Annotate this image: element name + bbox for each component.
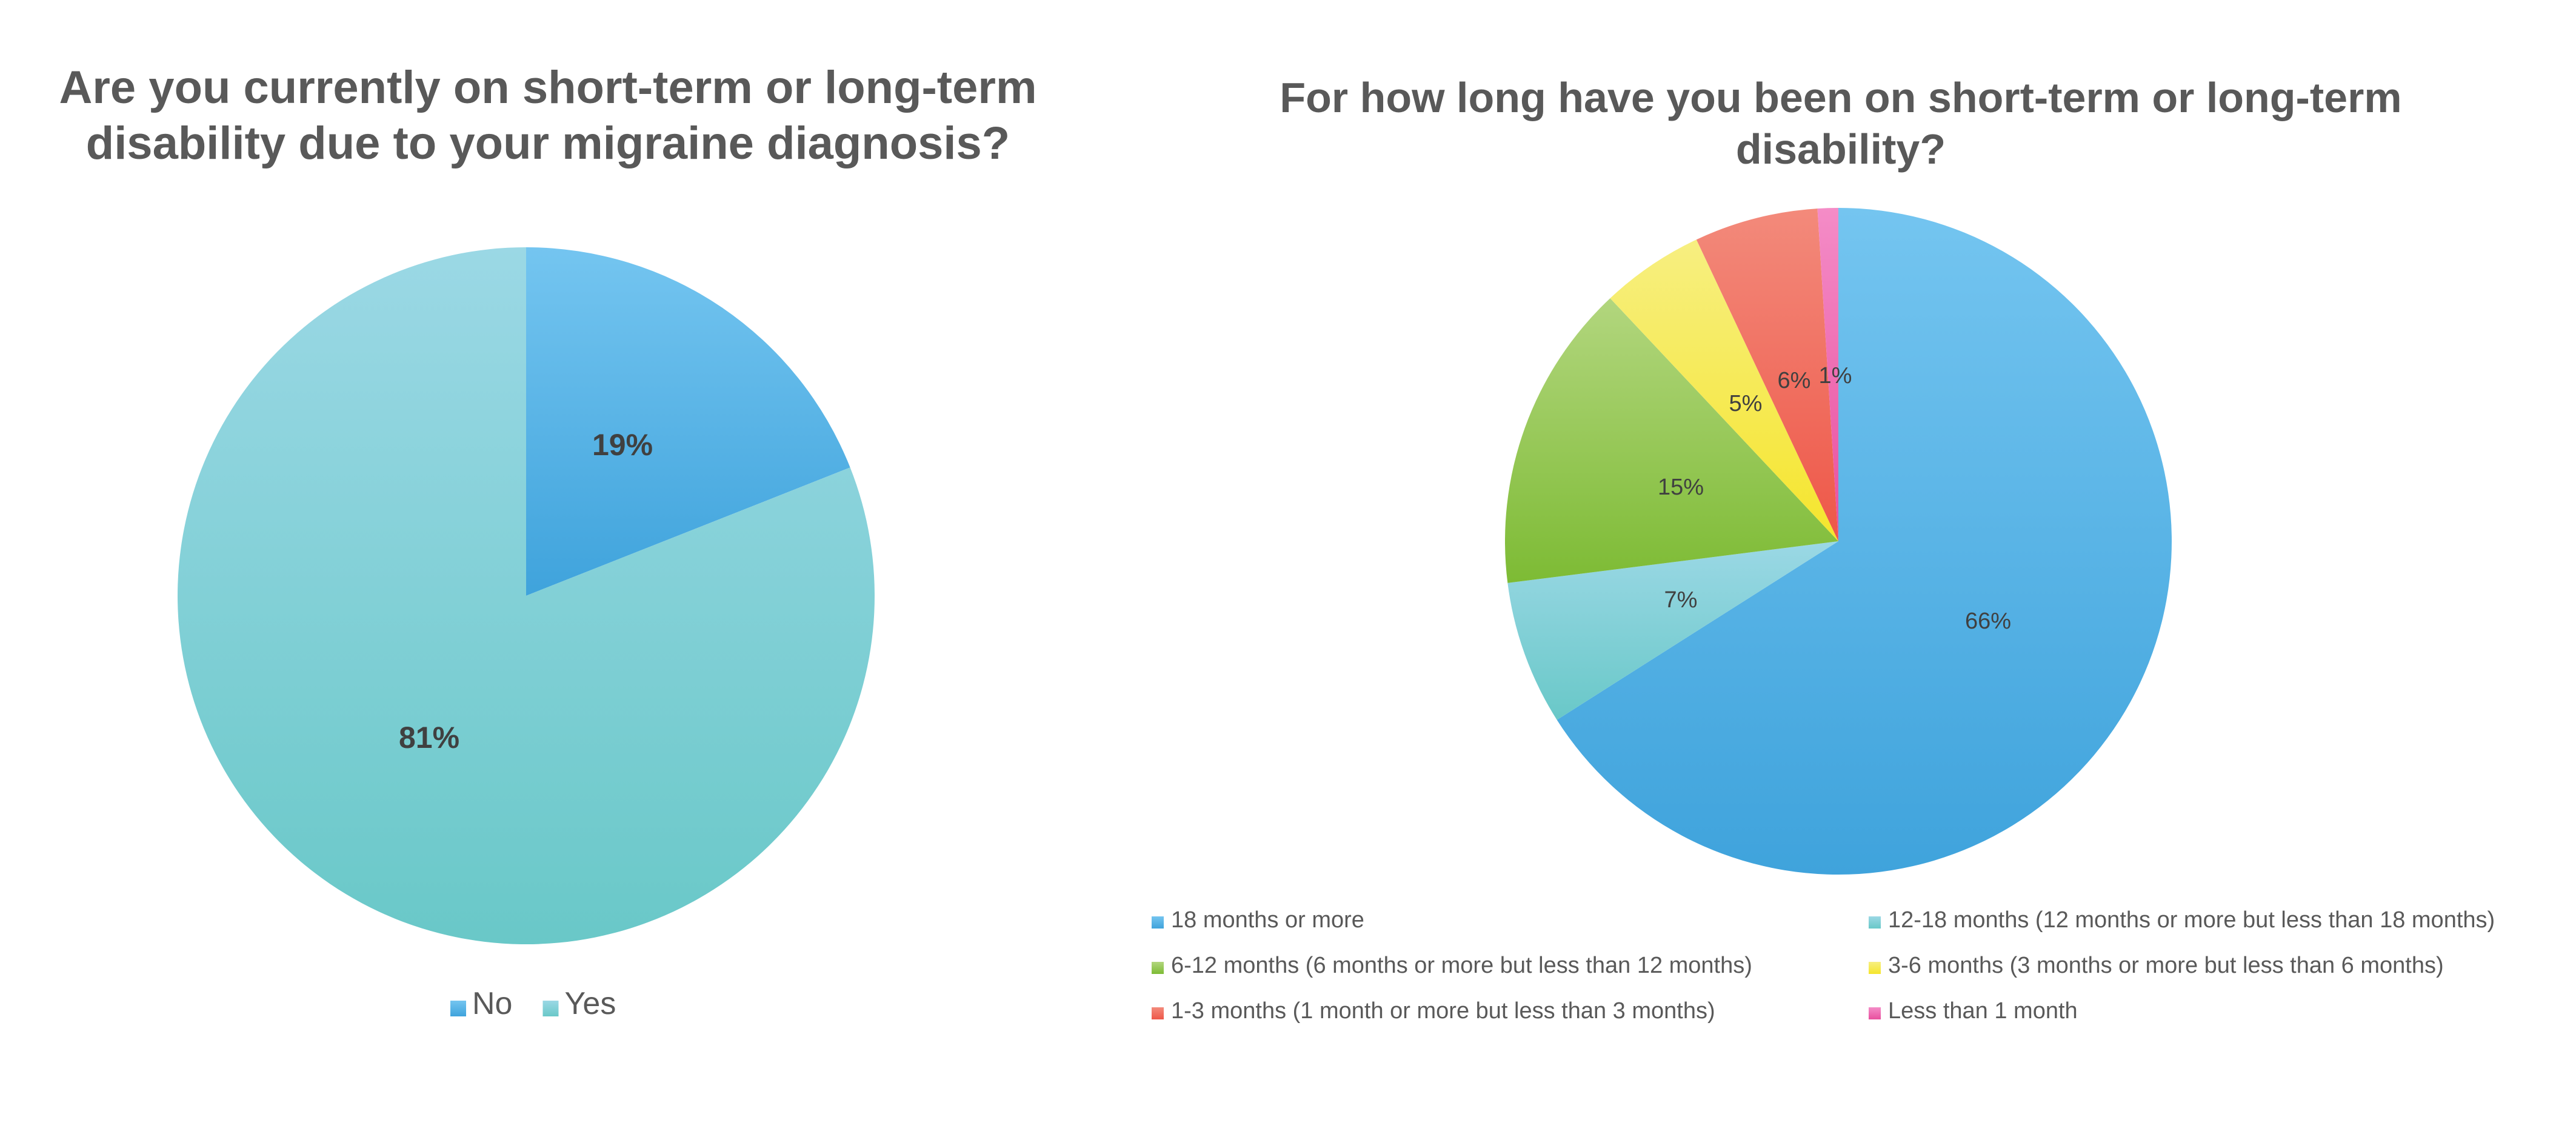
pie-chart-1: Are you currently on short-term or long-… <box>59 62 1036 1021</box>
legend-swatch-12-18-months-12-months-or-more-but-less-than-18-months <box>1869 916 1881 929</box>
pie-slice-no <box>526 247 850 596</box>
chart-1-legend: No Yes <box>450 986 616 1021</box>
chart-2-title-line: For how long have you been on short-term… <box>1280 74 2401 121</box>
data-label-18-months-or-more: 66% <box>1965 609 2011 634</box>
pie-slice-6-12-months-6-months-or-more-but-less-than-12-months <box>1505 298 1838 583</box>
legend-swatch-yes <box>542 1001 559 1016</box>
legend-swatch-no <box>450 1001 466 1016</box>
legend-label-3-6-months-3-months-or-more-but-less-than-6-months: 3-6 months (3 months or more but less th… <box>1888 953 2444 978</box>
legend-swatch-3-6-months-3-months-or-more-but-less-than-6-months <box>1869 962 1881 974</box>
data-label-less-than-1-month: 1% <box>1819 363 1852 388</box>
legend-swatch-1-3-months-1-month-or-more-but-less-than-3-months <box>1152 1007 1164 1019</box>
legend-label-no: No <box>472 986 512 1021</box>
legend-label-6-12-months-6-months-or-more-but-less-than-12-months: 6-12 months (6 months or more but less t… <box>1171 953 1752 978</box>
chart-1-title-line: Are you currently on short-term or long-… <box>59 62 1036 113</box>
legend-label-18-months-or-more: 18 months or more <box>1171 907 1364 933</box>
legend-label-yes: Yes <box>564 986 616 1021</box>
legend-swatch-less-than-1-month <box>1869 1007 1881 1019</box>
pie-slice-12-18-months-12-months-or-more-but-less-than-18-months <box>1507 541 1838 720</box>
chart-1-title-line: disability due to your migraine diagnosi… <box>86 118 1010 169</box>
legend-swatch-18-months-or-more <box>1152 916 1164 929</box>
chart-2-legend: 18 months or more 12-18 months (12 months… <box>1152 907 2495 1024</box>
legend-swatch-6-12-months-6-months-or-more-but-less-than-12-months <box>1152 962 1164 974</box>
pie-slice-less-than-1-month <box>1817 208 1838 541</box>
chart-2-title-line: disability? <box>1736 125 1946 173</box>
pie-slice-18-months-or-more <box>1557 208 2172 875</box>
legend-label-less-than-1-month: Less than 1 month <box>1888 998 2078 1024</box>
pie-slice-1-3-months-1-month-or-more-but-less-than-3-months <box>1696 208 1838 542</box>
pie-slice-3-6-months-3-months-or-more-but-less-than-6-months <box>1610 239 1838 541</box>
data-label-6-12-months-6-months-or-more-but-less-than-12-months: 15% <box>1658 475 1704 500</box>
legend-label-1-3-months-1-month-or-more-but-less-than-3-months: 1-3 months (1 month or more but less tha… <box>1171 998 1715 1024</box>
data-label-no: 19% <box>592 428 653 462</box>
data-label-yes: 81% <box>399 721 459 755</box>
data-label-3-6-months-3-months-or-more-but-less-than-6-months: 5% <box>1729 391 1763 416</box>
pie-chart-2: For how long have you been on short-term… <box>1152 74 2495 1024</box>
legend-label-12-18-months-12-months-or-more-but-less-than-18-months: 12-18 months (12 months or more but less… <box>1888 907 2495 933</box>
data-label-1-3-months-1-month-or-more-but-less-than-3-months: 6% <box>1778 368 1811 393</box>
pie-slice-yes <box>177 247 875 944</box>
data-label-12-18-months-12-months-or-more-but-less-than-18-months: 7% <box>1664 587 1698 613</box>
chart-1-title: Are you currently on short-term or long-… <box>59 62 1036 169</box>
chart-2-title: For how long have you been on short-term… <box>1280 74 2401 173</box>
